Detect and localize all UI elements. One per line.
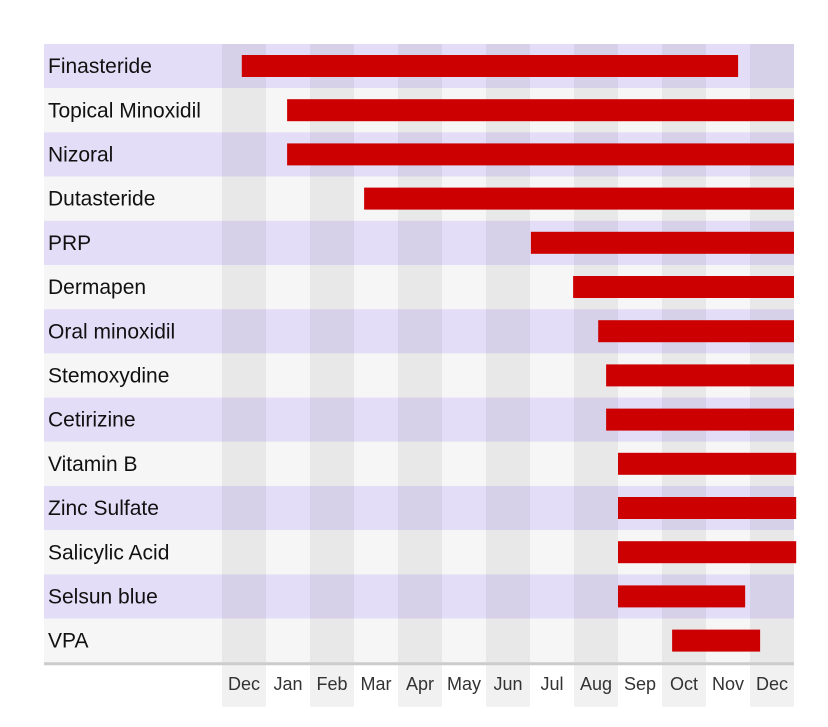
bar-vpa	[672, 629, 761, 652]
bar-dutasteride	[364, 187, 794, 210]
row-label: Finasteride	[48, 55, 152, 78]
month-column-shade	[222, 44, 266, 707]
bar-zinc-sulfate	[618, 497, 797, 519]
bar-finasteride	[241, 55, 739, 77]
row-backgrounds	[44, 44, 794, 663]
row-labels: Finasteride Topical Minoxidil Nizoral Dutas…	[48, 55, 201, 653]
x-tick-label: Jul	[540, 674, 563, 694]
row-label: Salicylic Acid	[48, 541, 169, 564]
x-tick-label: Apr	[406, 674, 434, 694]
row-label: Cetirizine	[48, 409, 136, 432]
row-label: Stemoxydine	[48, 365, 169, 388]
bar-dermapen	[573, 276, 794, 298]
x-tick-label: Dec	[756, 674, 788, 694]
bar-nizoral	[287, 143, 794, 166]
row-label: Dutasteride	[48, 188, 155, 211]
x-tick-label: Oct	[670, 674, 698, 694]
x-tick-label: May	[447, 674, 481, 694]
x-tick-label: Jun	[493, 674, 522, 694]
bar-vitamin-b	[618, 452, 797, 475]
bar-stemoxydine	[606, 364, 794, 387]
row-background	[44, 618, 794, 663]
row-label: VPA	[48, 630, 88, 653]
bar-prp	[530, 231, 794, 254]
bar-oral-minoxidil	[598, 320, 794, 343]
row-label: PRP	[48, 232, 91, 255]
bar-cetirizine	[606, 408, 794, 431]
x-tick-label: Aug	[580, 674, 612, 694]
row-label: Selsun blue	[48, 586, 158, 609]
row-label: Nizoral	[48, 144, 113, 167]
row-label: Zinc Sulfate	[48, 497, 159, 520]
x-tick-label: Sep	[624, 674, 656, 694]
x-tick-label: Dec	[228, 674, 260, 694]
x-tick-label: Nov	[712, 674, 744, 694]
x-tick-label: Jan	[273, 674, 302, 694]
row-label: Oral minoxidil	[48, 320, 175, 343]
x-tick-label: Mar	[361, 674, 392, 694]
x-tick-label: Feb	[316, 674, 347, 694]
x-tick-labels: Dec Jan Feb Mar Apr May Jun Jul Aug Sep Oct Nov Dec	[228, 674, 788, 694]
row-label: Topical Minoxidil	[48, 99, 201, 122]
row-label: Vitamin B	[48, 453, 138, 476]
row-label: Dermapen	[48, 276, 146, 299]
bar-topical-minoxidil	[287, 99, 794, 122]
bar-selsun-blue	[618, 585, 746, 608]
bar-salicylic-acid	[618, 541, 797, 564]
bars	[241, 55, 797, 652]
